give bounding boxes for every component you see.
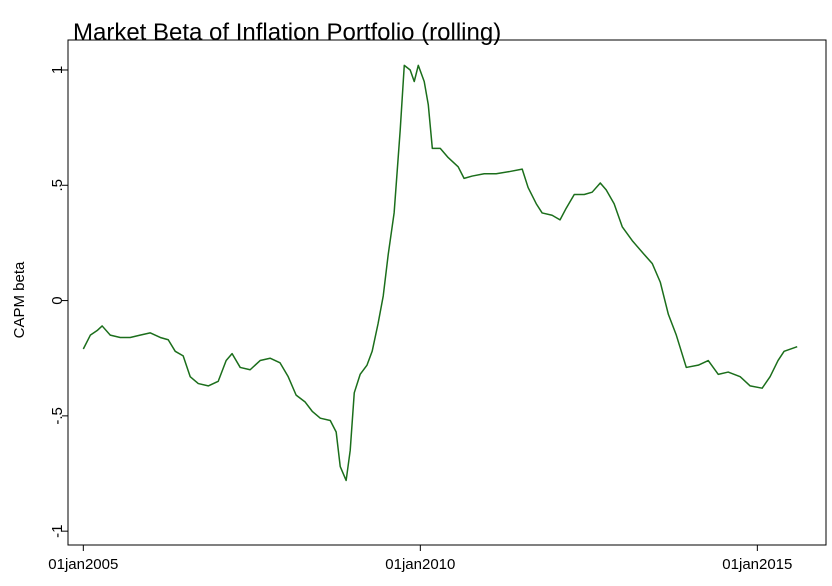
- y-tick-label: -1: [49, 524, 66, 537]
- x-tick-label: 01jan2005: [48, 556, 118, 573]
- y-tick-label: -.5: [49, 407, 66, 425]
- y-axis-label: CAPM beta: [11, 261, 28, 338]
- plot-frame: [67, 39, 827, 546]
- x-tick-label: 01jan2010: [385, 556, 455, 573]
- y-tick-label: 1: [49, 66, 66, 74]
- line-series: [82, 64, 798, 482]
- x-tick-label: 01jan2015: [722, 556, 792, 573]
- chart-title: Market Beta of Inflation Portfolio (roll…: [73, 19, 501, 46]
- y-tick-label: 0: [49, 296, 66, 304]
- y-tick-label: .5: [49, 179, 66, 192]
